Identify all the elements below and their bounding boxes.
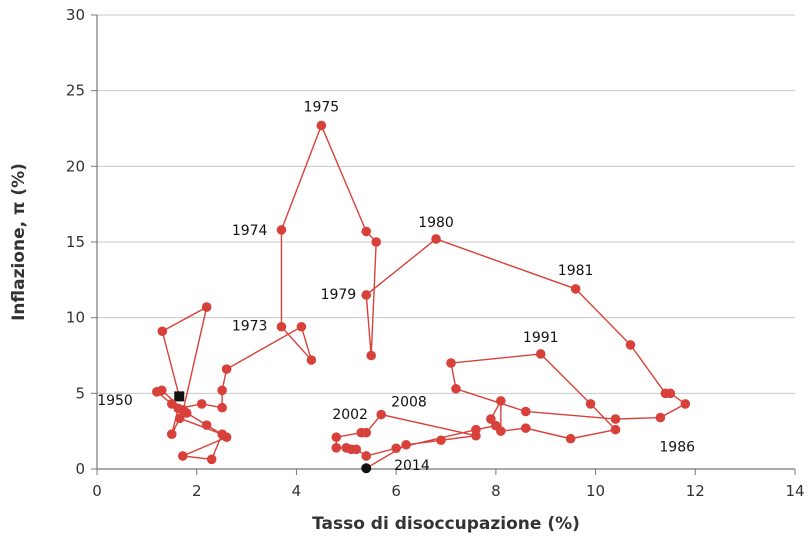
data-point [331,432,342,443]
x-tick-label: 10 [586,482,605,500]
data-point [174,413,185,424]
axes [91,14,796,475]
y-tick-label: 10 [66,309,85,327]
end-marker [361,463,372,474]
annotation-label: 2014 [394,458,430,474]
data-point [436,435,446,446]
tick-labels: 0 5 10 15 20 25 30 0 2 4 6 8 10 12 14 [66,6,805,500]
data-point [331,443,342,453]
data-point [217,385,227,396]
data-point [446,358,456,368]
data-point [391,443,401,454]
data-point [496,396,506,406]
y-tick-label: 15 [66,233,85,251]
data-point [201,302,212,312]
data-point [361,427,372,438]
data-point [276,225,287,235]
y-tick-label: 0 [75,460,85,478]
data-point [451,383,461,394]
data-point [306,355,317,365]
data-point [221,364,232,374]
series-line [155,123,687,469]
y-axis-label: Inflazione, π (%) [9,163,29,321]
annotation-label: 1975 [304,99,340,115]
data-point [166,429,177,439]
start-marker [174,391,185,402]
data-point [491,420,501,431]
data-series [152,120,691,474]
data-point [366,350,377,361]
data-point [173,403,184,414]
x-tick-label: 6 [391,482,401,500]
annotation-label: 1950 [97,393,133,409]
annotation-label: 1991 [523,330,559,346]
data-point [361,226,372,237]
data-point [585,399,596,409]
data-point [625,340,636,350]
data-point [471,430,481,441]
y-tick-label: 5 [75,384,85,402]
data-point [361,451,372,461]
data-point [655,412,666,423]
data-point [520,406,531,417]
data-point [296,321,307,332]
annotation-label: 1979 [321,287,357,303]
data-point [535,349,546,359]
data-point [376,409,386,420]
annotation-label: 1973 [232,319,268,335]
annotations: 1950 1973 1974 1975 1979 1980 1981 1986 1991 2002… [97,99,695,473]
annotation-label: 1980 [418,215,454,231]
data-point [371,237,382,247]
x-tick-label: 4 [292,482,302,500]
y-tick-label: 20 [66,157,85,175]
x-tick-label: 8 [491,482,501,500]
data-point [276,321,287,332]
data-point [486,414,496,424]
annotation-label: 2008 [391,395,427,411]
data-point [181,408,192,418]
gridlines [97,14,795,394]
data-point [401,439,411,450]
data-point [610,424,621,435]
data-point [610,414,621,424]
annotation-label: 1986 [659,440,695,456]
data-point [520,423,531,433]
annotation-label: 1974 [232,223,268,239]
data-point [196,399,207,409]
data-point [665,388,676,399]
y-tick-label: 25 [66,82,85,100]
data-point [206,454,217,465]
data-point [570,284,581,294]
data-point [177,451,188,461]
data-point [431,234,441,244]
data-point [361,290,372,300]
x-tick-label: 2 [192,482,202,500]
x-tick-label: 14 [785,482,804,500]
data-point [341,443,352,453]
x-tick-label: 12 [686,482,705,500]
data-point [565,433,576,444]
y-tick-label: 30 [66,6,85,24]
data-point [217,429,227,439]
x-tick-label: 0 [92,482,102,500]
data-point [157,326,168,337]
data-point [201,420,212,430]
annotation-label: 1981 [558,263,594,279]
x-axis-label: Tasso di disoccupazione (%) [312,514,580,534]
data-point [217,402,227,413]
data-point [316,120,327,131]
annotation-label: 2002 [332,407,368,423]
data-point [152,387,162,397]
data-point [680,399,691,409]
